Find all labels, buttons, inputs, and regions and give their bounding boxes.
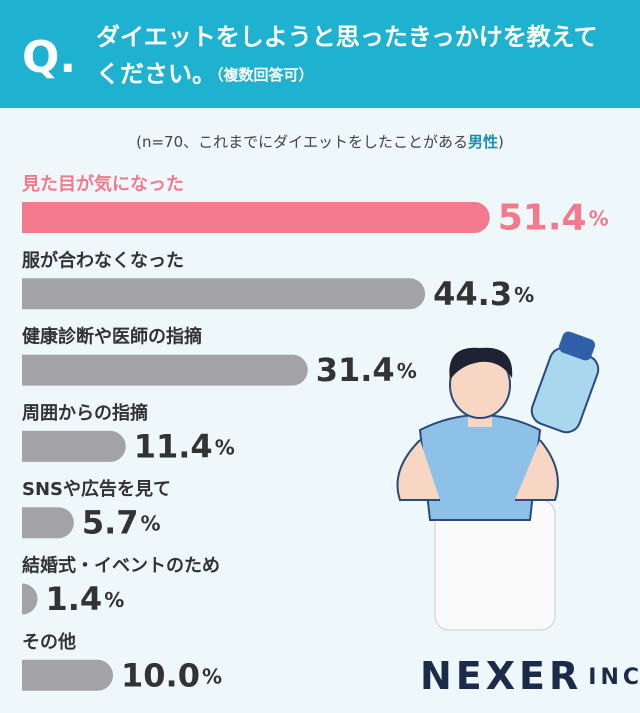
value-unit: % [202,664,222,688]
subtitle: ) [498,133,504,151]
bar [22,354,308,386]
category-label: 結婚式・イベントのため [22,555,220,577]
logo-name: NEXER [420,654,582,698]
value-unit: % [397,359,417,383]
value-number: 1.4 [46,580,103,618]
value-label: 10.0% [121,656,222,694]
value-number: 5.7 [82,504,139,542]
value-number: 10.0 [121,656,200,694]
bar [22,659,113,691]
value-number: 31.4 [316,351,395,389]
value-unit: % [104,588,124,612]
bar [22,430,126,462]
illustration [396,331,600,631]
value-number: 51.4 [498,198,587,239]
subtitle: (n=70、これまでにダイエットをしたことがある [136,133,468,151]
value-label: 44.3% [433,275,534,313]
category-label: 健康診断や医師の指摘 [22,326,202,348]
bar [22,278,426,310]
bar [22,507,74,539]
category-label: 見た目が気になった [21,173,184,195]
value-label: 5.7% [82,504,161,542]
question: ダイエットをしようと思ったきっかけを教えて [96,23,598,51]
category-label: 服が合わなくなった [22,249,184,271]
value-label: 1.4% [46,580,125,618]
value-label: 31.4% [316,351,417,389]
value-unit: % [514,282,534,306]
note: （複数回答可） [216,66,314,84]
value-label: 11.4% [134,427,235,465]
logo-suffix: INC. [588,665,640,690]
category-label: SNSや広告を見て [22,478,171,500]
category-label: その他 [22,631,76,653]
bar [22,202,490,233]
bar [22,583,38,615]
value-unit: % [141,511,161,535]
q-mark: Q. [22,32,76,83]
question: ください。 [96,60,216,88]
header-band [0,0,640,108]
subtitle-highlight: 男性 [468,133,498,151]
question: ください。（複数回答可） [96,60,314,88]
subtitle: (n=70、これまでにダイエットをしたことがある男性) [136,133,504,151]
value-unit: % [589,206,609,230]
category-label: 周囲からの指摘 [22,402,148,424]
value-unit: % [215,435,235,459]
value-number: 11.4 [134,427,213,465]
value-number: 44.3 [433,275,512,313]
value-label: 51.4% [498,198,609,239]
